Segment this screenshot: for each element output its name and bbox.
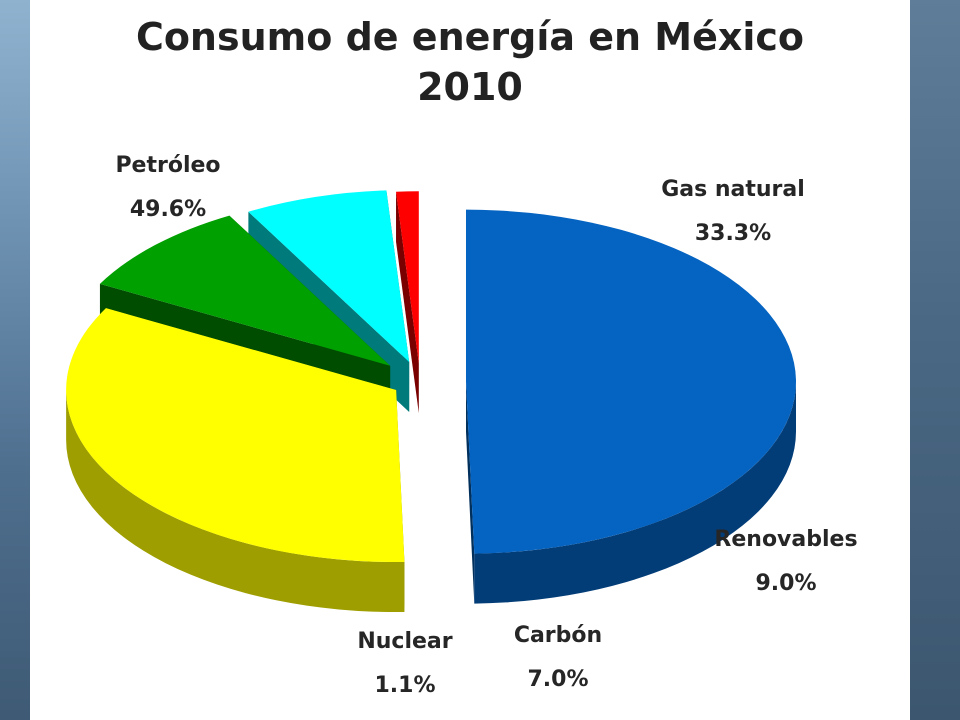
pie-slice-top-petroleo bbox=[465, 209, 796, 554]
pie-slice-gas-natural bbox=[66, 308, 405, 613]
slice-value-renovables: 9.0% bbox=[755, 571, 816, 596]
chart-title: Consumo de energía en México bbox=[135, 15, 805, 59]
slice-label-nuclear: Nuclear bbox=[357, 629, 452, 654]
pie-slice-top-renovables bbox=[99, 215, 391, 366]
slice-value-gas-natural: 33.3% bbox=[695, 221, 771, 246]
pie-slice-edge-petroleo-0 bbox=[474, 381, 796, 604]
chart-subtitle: 2010 bbox=[417, 65, 523, 109]
slice-label-gas-natural: Gas natural bbox=[661, 177, 805, 202]
pie-slice-top-carbon bbox=[248, 190, 410, 362]
slice-label-petroleo: Petróleo bbox=[115, 153, 220, 178]
chart-title-block: Consumo de energía en México 2010 bbox=[30, 12, 910, 112]
slice-label-carbon: Carbón bbox=[514, 623, 602, 648]
pie-slice-petroleo bbox=[465, 209, 796, 604]
slide: Consumo de energía en México 2010 Petról… bbox=[30, 0, 910, 720]
pie-slice-top-nuclear bbox=[396, 191, 419, 364]
slice-value-petroleo: 49.6% bbox=[130, 197, 206, 222]
slide-background-right bbox=[910, 0, 960, 720]
pie-chart: Petróleo 49.6% Gas natural 33.3% Renovab… bbox=[66, 153, 858, 698]
pie-slice-nuclear bbox=[396, 191, 419, 414]
pie-slice-top-gas-natural bbox=[66, 308, 405, 563]
pie-slices bbox=[66, 190, 796, 613]
pie-slice-edge-gas-natural-0 bbox=[66, 390, 405, 613]
pie-slice-wall-petroleo-1 bbox=[465, 381, 475, 604]
pie-slice-wall-nuclear-0 bbox=[396, 191, 419, 414]
slice-value-carbon: 7.0% bbox=[527, 667, 588, 692]
pie-labels: Petróleo 49.6% Gas natural 33.3% Renovab… bbox=[115, 153, 857, 698]
slice-label-renovables: Renovables bbox=[714, 527, 857, 552]
slide-background-left bbox=[0, 0, 30, 720]
slice-value-nuclear: 1.1% bbox=[374, 673, 435, 698]
